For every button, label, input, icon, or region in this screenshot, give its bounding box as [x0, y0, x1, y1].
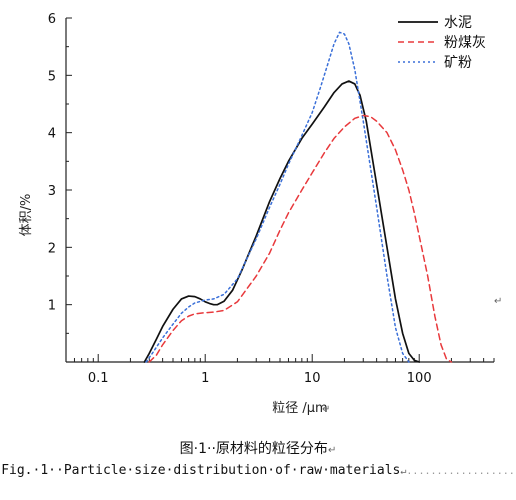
series-line [145, 31, 410, 363]
y-tick-label: 4 [48, 127, 56, 142]
x-axis-title: 粒径 /μm [272, 401, 327, 416]
y-tick-label: 2 [48, 241, 56, 256]
y-tick-label: 6 [48, 12, 56, 27]
x-tick-label: 10 [304, 371, 321, 386]
y-tick-label: 1 [48, 299, 56, 314]
y-tick-label: 5 [48, 69, 56, 84]
legend-label: 粉煤灰 [444, 35, 486, 51]
x-tick-label: 0.1 [88, 371, 109, 386]
y-axis-title: 体积/% [19, 194, 34, 237]
y-tick-label: 3 [48, 184, 56, 199]
axes: 1 2 3 4 5 6 0.1 1 10 100 [48, 12, 495, 386]
paragraph-mark-icon: ↵ [322, 404, 331, 415]
legend-label: 矿粉 [444, 55, 472, 71]
dotted-leader: .................. [406, 466, 515, 477]
legend-label: 水泥 [444, 15, 472, 31]
figure-caption-chinese: 图·1··原材料的粒径分布↵ [179, 441, 337, 457]
series-line [148, 114, 453, 363]
x-tick-label: 1 [201, 371, 209, 386]
paragraph-mark-icon: ↵ [400, 466, 407, 477]
series-line [143, 80, 421, 363]
paragraph-mark-icon: ↵ [327, 445, 337, 456]
x-tick-label: 100 [407, 371, 432, 386]
paragraph-mark-icon: ↵ [494, 296, 503, 307]
series-lines [143, 31, 453, 363]
figure-caption-english: Fig.·1··Particle·size·distribution·of·ra… [1, 463, 515, 478]
